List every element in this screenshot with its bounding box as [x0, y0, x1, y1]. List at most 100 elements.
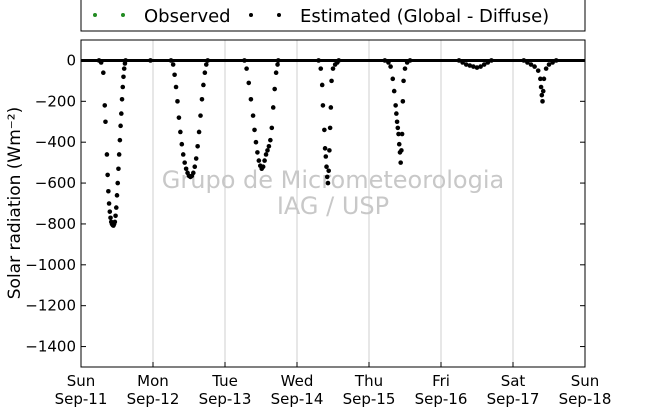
point-s1-48 — [191, 170, 196, 176]
point-s1-117 — [401, 78, 406, 84]
point-s1-101 — [382, 58, 388, 63]
point-s1-38 — [176, 115, 182, 120]
legend-label-estimated: Estimated (Global - Diffuse) — [300, 6, 549, 27]
point-s1-56 — [202, 70, 208, 75]
point-s1-135 — [535, 68, 541, 73]
y-tick-label-3: −600 — [35, 174, 76, 192]
point-s1-17 — [113, 213, 118, 219]
point-s1-39 — [178, 129, 183, 135]
x-axis-ticks: SunSep-11MonSep-12TueSep-13WedSep-14ThuS… — [55, 362, 612, 408]
legend: Observed Estimated (Global - Diffuse) — [80, 0, 586, 32]
x-tick-label-date-0: Sep-11 — [55, 390, 108, 408]
point-s1-26 — [119, 96, 125, 102]
point-s1-84 — [319, 82, 325, 88]
data-points — [81, 58, 585, 228]
x-tick-label-day-6: Sat — [501, 372, 526, 390]
point-s1-71 — [262, 158, 267, 163]
point-s1-123 — [463, 62, 469, 67]
point-s1-16 — [112, 219, 118, 225]
y-axis-label: Solar radiation (Wm⁻²) — [5, 107, 25, 299]
point-s1-34 — [170, 62, 176, 67]
legend-marker-estimated-1 — [249, 13, 253, 17]
point-s1-78 — [272, 86, 277, 92]
point-s1-121 — [456, 58, 462, 63]
point-s1-106 — [393, 103, 398, 108]
point-s1-87 — [322, 146, 328, 151]
point-s1-81 — [275, 58, 281, 63]
point-s1-107 — [394, 111, 399, 116]
point-s1-23 — [117, 137, 123, 143]
point-s1-28 — [121, 74, 126, 80]
point-s1-94 — [327, 125, 333, 131]
point-s1-9 — [107, 209, 113, 214]
watermark: Grupo de Micrometeorologia IAG / USP — [162, 166, 504, 220]
point-s1-66 — [255, 150, 260, 155]
point-s1-8 — [106, 201, 112, 206]
point-s1-95 — [328, 105, 334, 110]
point-s1-54 — [199, 96, 205, 102]
point-s1-132 — [525, 60, 530, 65]
point-s1-83 — [318, 66, 324, 71]
x-tick-label-date-2: Sep-13 — [199, 390, 252, 408]
grid-lines — [152, 40, 514, 367]
y-tick-label-1: −200 — [35, 92, 76, 110]
x-tick-label-date-4: Sep-15 — [343, 390, 396, 408]
point-s1-126 — [474, 65, 480, 70]
x-tick-label-date-7: Sep-18 — [559, 390, 612, 408]
watermark-line-1: Grupo de Micrometeorologia — [162, 166, 504, 194]
point-s1-58 — [205, 58, 211, 63]
point-s1-144 — [550, 60, 555, 65]
x-tick-label-day-3: Wed — [281, 372, 314, 390]
point-s1-113 — [398, 160, 403, 165]
point-s1-70 — [260, 164, 266, 170]
point-s1-143 — [546, 62, 552, 67]
point-s1-111 — [396, 141, 402, 147]
point-s1-142 — [543, 66, 549, 71]
point-s1-63 — [250, 113, 256, 118]
point-s1-115 — [399, 131, 405, 137]
point-s1-60 — [244, 66, 249, 71]
x-tick-label-day-7: Sun — [571, 372, 600, 390]
point-s1-86 — [322, 127, 327, 133]
x-tick-label-day-0: Sun — [67, 372, 96, 390]
point-s1-79 — [273, 70, 279, 75]
y-tick-label-2: −400 — [35, 133, 76, 151]
point-s1-73 — [265, 148, 270, 153]
legend-box — [80, 0, 586, 32]
point-s1-139 — [540, 99, 545, 104]
point-s1-31 — [123, 58, 128, 63]
point-s1-21 — [116, 166, 121, 172]
point-s1-7 — [106, 188, 111, 194]
x-tick-label-date-3: Sep-14 — [271, 390, 324, 408]
y-tick-label-4: −800 — [35, 215, 76, 233]
point-s1-2 — [101, 70, 106, 75]
point-s1-92 — [326, 168, 331, 174]
point-s1-18 — [113, 205, 119, 210]
point-s1-118 — [402, 66, 408, 71]
point-s1-5 — [104, 152, 110, 157]
point-s1-40 — [179, 141, 185, 147]
point-s1-62 — [248, 96, 254, 102]
x-tick-label-day-4: Thu — [354, 372, 383, 390]
point-s1-138 — [539, 92, 545, 98]
point-s1-41 — [180, 152, 186, 157]
point-s1-35 — [172, 72, 177, 78]
point-s1-37 — [175, 99, 180, 104]
point-s1-97 — [330, 66, 336, 71]
y-tick-label-6: −1200 — [25, 297, 76, 315]
point-s1-25 — [119, 111, 124, 116]
legend-marker-observed-2 — [121, 13, 125, 17]
point-s1-116 — [400, 99, 406, 104]
point-s1-93 — [327, 148, 332, 153]
y-tick-label-0: 0 — [66, 51, 76, 69]
x-tick-label-day-2: Tue — [211, 372, 238, 390]
point-s1-24 — [118, 123, 123, 129]
point-s1-57 — [203, 62, 209, 67]
point-s1-1 — [98, 60, 104, 65]
point-s1-91 — [325, 180, 331, 186]
point-s1-128 — [481, 62, 487, 67]
legend-marker-estimated-2 — [277, 13, 281, 17]
y-axis-ticks: 0 −200 −400 −600 −800 −1000 −1200 −1400 — [25, 51, 585, 356]
point-s1-90 — [324, 174, 330, 180]
